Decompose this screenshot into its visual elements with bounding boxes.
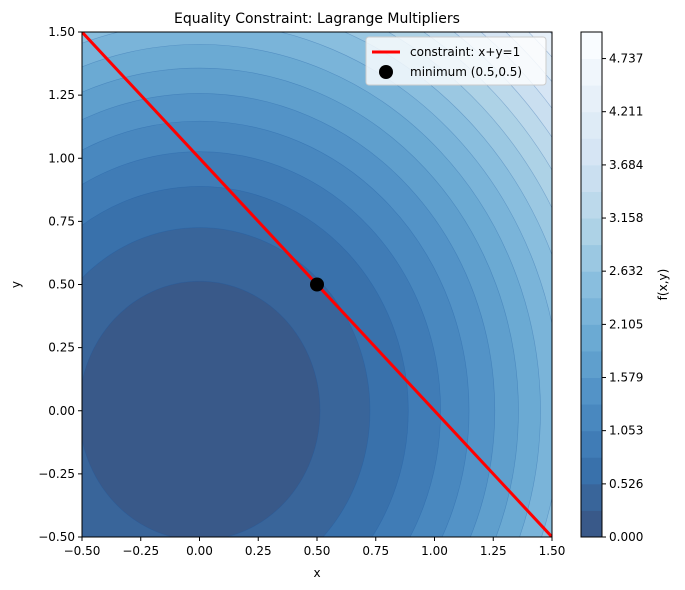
colorbar-label: f(x,y)	[656, 269, 670, 301]
colorbar-band	[581, 58, 602, 86]
colorbar-band	[581, 32, 602, 60]
colorbar-band	[581, 457, 602, 485]
colorbar-band	[581, 271, 602, 299]
y-axis: −0.50 −0.25 0.00 0.25 0.50 0.75 1.00 1.25 1.50	[38, 25, 82, 544]
x-tick-label: 0.75	[362, 544, 389, 558]
y-tick-label: −0.50	[38, 530, 75, 544]
colorbar-band	[581, 85, 602, 113]
colorbar-band	[581, 218, 602, 246]
colorbar-band	[581, 138, 602, 166]
colorbar-band	[581, 191, 602, 219]
colorbar-tick-label: 3.684	[609, 158, 643, 172]
legend-circle-icon	[379, 65, 393, 79]
x-tick-label: −0.50	[64, 544, 101, 558]
colorbar-band	[581, 324, 602, 352]
y-tick-label: −0.25	[38, 467, 75, 481]
legend: constraint: x+y=1 minimum (0.5,0.5)	[365, 36, 547, 86]
legend-entry-constraint: constraint: x+y=1	[410, 45, 520, 59]
legend-entry-minimum: minimum (0.5,0.5)	[410, 65, 522, 79]
x-tick-label: 1.00	[421, 544, 448, 558]
colorbar-band	[581, 404, 602, 432]
x-axis: −0.50 −0.25 0.00 0.25 0.50 0.75 1.00 1.25 1.50	[64, 537, 566, 558]
colorbar-band	[581, 111, 602, 139]
colorbar-band	[581, 164, 602, 192]
colorbar-band	[581, 483, 602, 511]
colorbar-tick-label: 0.526	[609, 477, 643, 491]
contour-band	[82, 280, 321, 537]
x-tick-label: 0.50	[304, 544, 331, 558]
x-tick-label: 0.25	[245, 544, 272, 558]
x-tick-label: 1.25	[480, 544, 507, 558]
y-tick-label: 1.50	[48, 25, 75, 39]
x-tick-label: 1.50	[539, 544, 566, 558]
y-axis-label: y	[9, 281, 23, 288]
colorbar-tick-label: 4.211	[609, 105, 643, 119]
x-tick-label: −0.25	[122, 544, 159, 558]
x-tick-label: 0.00	[186, 544, 213, 558]
colorbar-tick-label: 1.053	[609, 424, 643, 438]
y-tick-label: 0.25	[48, 341, 75, 355]
colorbar-tick-label: 0.000	[609, 530, 643, 544]
colorbar-band	[581, 297, 602, 325]
colorbar-band	[581, 244, 602, 272]
colorbar-band	[581, 510, 602, 538]
colorbar-tick-label: 3.158	[609, 211, 643, 225]
colorbar-band	[581, 430, 602, 458]
colorbar-tick-label: 2.105	[609, 317, 643, 331]
colorbar-band	[581, 350, 602, 379]
y-tick-label: 0.75	[48, 214, 75, 228]
colorbar-band	[581, 377, 602, 405]
y-tick-label: 0.50	[48, 278, 75, 292]
chart-title: Equality Constraint: Lagrange Multiplier…	[174, 11, 460, 27]
y-tick-label: 1.25	[48, 88, 75, 102]
colorbar-tick-label: 1.579	[609, 371, 643, 385]
colorbar-frame	[580, 31, 603, 538]
x-axis-label: x	[313, 566, 320, 580]
colorbar	[581, 32, 602, 538]
colorbar-tick-label: 2.632	[609, 264, 643, 278]
y-tick-label: 1.00	[48, 151, 75, 165]
legend-box	[365, 36, 547, 86]
colorbar-tick-label: 4.737	[609, 52, 643, 66]
y-tick-label: 0.00	[48, 404, 75, 418]
colorbar-ticks: 0.000 0.526 1.053 1.579 2.105 2.632 3.158 3.684…	[602, 52, 643, 544]
minimum-marker	[310, 277, 324, 292]
